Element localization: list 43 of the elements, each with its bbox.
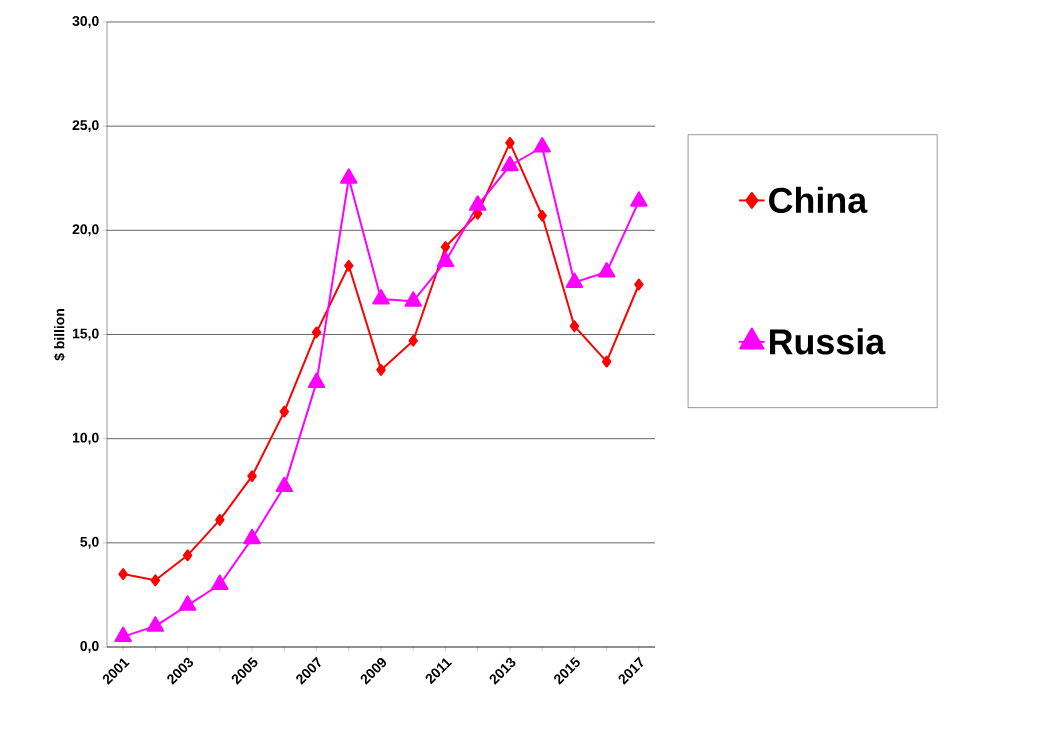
- point: [279, 405, 290, 418]
- point: [537, 209, 547, 222]
- y-tick-label: 0,0: [80, 641, 99, 653]
- y-tick-label: 10,0: [72, 432, 99, 445]
- point: [178, 595, 197, 611]
- legend-label: China: [769, 186, 868, 214]
- y-tick-label: 25,0: [72, 120, 99, 133]
- point: [565, 272, 584, 288]
- point: [533, 137, 551, 153]
- point: [311, 326, 322, 339]
- point: [634, 278, 644, 291]
- point: [211, 574, 229, 590]
- point: [404, 291, 422, 307]
- point: [182, 549, 193, 562]
- y-tick-label: 30,0: [72, 16, 99, 28]
- point: [307, 372, 326, 388]
- point: [247, 470, 257, 483]
- point: [569, 320, 580, 333]
- legend-label: Russia: [769, 328, 886, 355]
- point: [150, 574, 161, 587]
- point: [275, 476, 294, 493]
- point: [630, 191, 648, 207]
- point: [601, 355, 612, 368]
- point: [243, 528, 261, 545]
- point: [146, 616, 165, 632]
- y-tick-label: 15,0: [72, 328, 99, 341]
- y-tick-label: 5,0: [80, 536, 99, 549]
- point: [376, 363, 386, 376]
- point: [436, 251, 455, 268]
- point: [340, 168, 358, 184]
- point: [408, 334, 418, 347]
- point: [501, 155, 519, 172]
- point: [344, 259, 354, 272]
- point: [440, 241, 451, 253]
- point: [468, 195, 487, 211]
- y-tick-label: 20,0: [72, 224, 99, 237]
- point: [118, 568, 128, 581]
- point: [372, 289, 390, 305]
- point: [215, 513, 225, 526]
- point: [597, 262, 616, 278]
- point: [114, 626, 132, 643]
- y-axis-title: $ billion: [53, 309, 66, 361]
- point: [505, 136, 515, 149]
